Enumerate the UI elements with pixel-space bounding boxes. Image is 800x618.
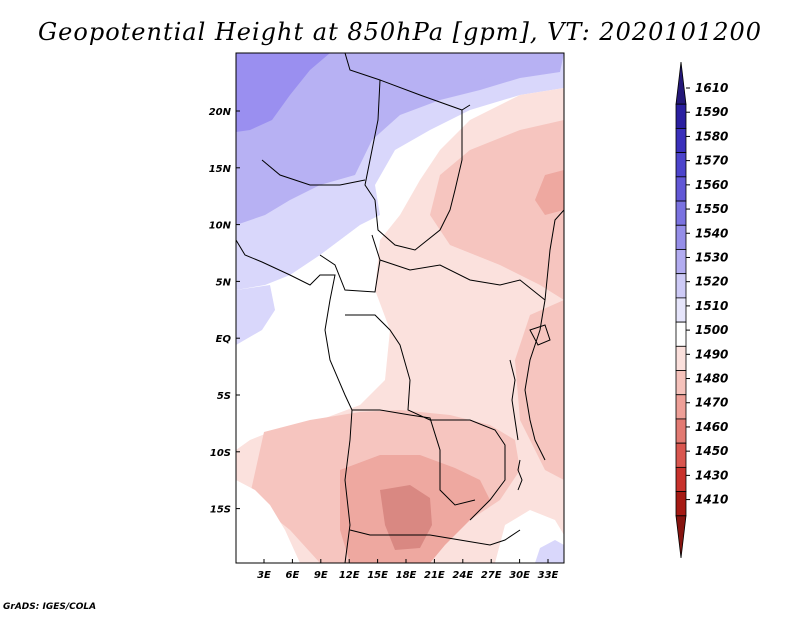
colorbar-label: 1520 [695,275,728,289]
map-frame [235,52,565,564]
colorbar-label: 1590 [695,105,728,119]
lat-tick-label: 20N [209,107,232,118]
lon-tick-label: 6E [286,570,300,581]
lon-tick-label: 3E [257,570,271,581]
lat-tick-label: 15S [210,505,231,516]
border-car [379,259,546,301]
coast-east [544,209,564,301]
border-nigeria [261,159,366,186]
contour-1540 [236,53,330,132]
colorbar-swatch [675,61,687,105]
lat-tick-label: 10N [209,221,232,232]
colorbar-label: 1580 [695,129,728,143]
colorbar-label: 1480 [695,372,728,386]
colorbar-swatch [675,515,687,559]
lat-tick-label: 10S [210,448,231,459]
colorbar-swatch [675,394,687,420]
contour-1540-ne [470,53,545,80]
contour-1470-south [380,485,432,550]
colorbar-label: 1470 [695,396,728,410]
colorbar-label: 1490 [695,347,728,361]
colorbar-label: 1560 [695,178,728,192]
lat-tick-label: 15N [209,164,232,175]
coastline-west [236,239,353,563]
colorbar-label: 1550 [695,202,728,216]
lon-tick-label: 21E [424,570,445,581]
lat-axis: 20N 15N 10N 5N EQ 5S 10S 15S [209,107,240,516]
lon-tick-label: 15E [367,570,388,581]
lake-malawi [517,459,523,491]
border-libya-egypt [344,53,463,111]
contour-1520-west [236,285,275,345]
border-namibia [349,529,521,546]
contour-1520-se [535,540,564,563]
lon-axis: 3E 6E 9E 12E 15E 18E 21E 24E 27E 30E 33E [257,559,559,581]
border-cameroon [319,234,381,293]
lake-tanganyika [509,359,519,441]
colorbar-swatch [675,224,687,250]
lat-tick-label: 5N [216,277,232,288]
border-drc [345,314,506,521]
colorbar-label: 1610 [695,81,728,95]
colorbar-swatch [675,418,687,444]
lon-tick-label: 33E [538,570,559,581]
border-angola [352,409,476,506]
colorbar-label: 1510 [695,299,728,313]
colorbar-label: 1430 [695,468,728,482]
colorbar-swatch [675,103,687,129]
lake-victoria [529,324,551,346]
border-east-africa [524,299,546,461]
colorbar-label: 1450 [695,444,728,458]
border-chad-sudan [364,79,471,251]
colorbar-swatch [675,345,687,371]
colorbar-swatch [675,152,687,178]
contour-1480-ne [535,170,564,215]
lat-tick-label: 5S [217,391,231,402]
colorbar-label: 1500 [695,323,728,337]
colorbar-label: 1570 [695,154,728,168]
lon-tick-label: 24E [452,570,473,581]
colorbar: 1610 1590 1580 1570 1560 1550 1540 1530 1520 1510… [675,61,728,559]
field-shading [236,53,564,563]
lon-tick-label: 30E [509,570,530,581]
borders [236,53,564,563]
contour-1490-east2 [515,300,564,480]
colorbar-swatch [675,442,687,468]
chart-title: Geopotential Height at 850hPa [gpm], VT:… [38,18,762,46]
contour-1510-sw [236,480,300,563]
colorbar-swatch [675,370,687,396]
colorbar-swatch [675,176,687,202]
colorbar-swatch [675,249,687,275]
lat-tick-label: EQ [216,334,232,345]
colorbar-swatch [675,491,687,517]
colorbar-swatch [675,297,687,323]
lon-tick-label: 18E [396,570,417,581]
credit-label: GrADS: IGES/COLA [3,602,97,612]
colorbar-label: 1540 [695,226,728,240]
contour-1530 [236,53,564,225]
contour-1490-east [430,120,564,300]
colorbar-swatch [675,273,687,299]
lon-tick-label: 12E [339,570,360,581]
colorbar-swatch [675,321,687,347]
colorbar-swatch [675,128,687,154]
colorbar-swatch [675,466,687,492]
colorbar-label: 1460 [695,420,728,434]
colorbar-label: 1530 [695,250,728,264]
lon-tick-label: 9E [314,570,328,581]
lon-tick-label: 27E [481,570,502,581]
colorbar-swatch [675,200,687,226]
colorbar-label: 1410 [695,493,728,507]
